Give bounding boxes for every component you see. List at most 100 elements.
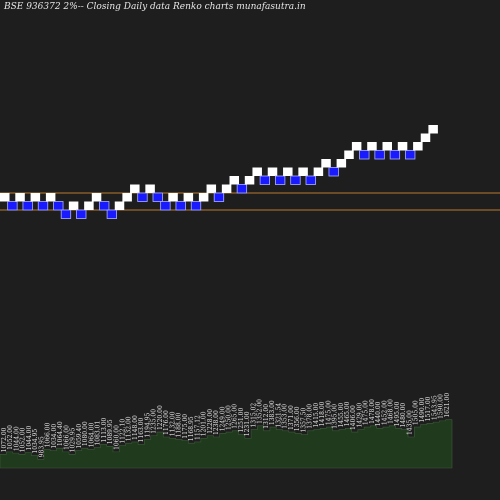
volume-price-label: 1157.12 <box>194 415 201 440</box>
volume-price-label: 1440.00 <box>375 401 382 426</box>
renko-brick-up <box>313 167 324 176</box>
renko-brick-down <box>405 150 416 160</box>
volume-price-label: 1052.00 <box>20 427 27 452</box>
renko-brick-down <box>259 175 271 185</box>
renko-brick-up <box>221 184 232 193</box>
volume-price-label: 1132.00 <box>126 416 133 441</box>
volume-price-label: 1059.40 <box>76 424 83 449</box>
renko-brick-down <box>53 201 64 211</box>
renko-brick-down <box>37 201 49 211</box>
renko-brick-up <box>183 193 194 202</box>
renko-brick-up <box>122 193 132 202</box>
renko-brick-down <box>328 167 339 177</box>
volume-price-label: 1231.00 <box>244 411 251 436</box>
renko-brick-up <box>267 167 278 176</box>
renko-brick-down <box>305 175 316 185</box>
volume-price-label: 1250.00 <box>226 405 233 430</box>
volume-price-label: 1080.00 <box>82 421 89 446</box>
renko-brick-up <box>336 159 347 168</box>
volume-price-label: 1468.00 <box>388 399 395 424</box>
volume-price-label: 1475.00 <box>325 400 332 425</box>
renko-brick-down <box>99 201 110 211</box>
renko-brick-up <box>252 167 262 176</box>
volume-price-label: 1543.95 <box>431 395 438 420</box>
renko-brick-up <box>130 184 140 193</box>
volume-price-label: 1435.00 <box>406 410 413 435</box>
renko-brick-down <box>274 175 286 185</box>
volume-price-label: 1415.00 <box>313 403 320 428</box>
volume-price-label: 1312.00 <box>263 404 270 429</box>
renko-brick-down <box>236 184 248 194</box>
renko-brick-up <box>344 150 354 159</box>
volume-price-label: 1475.00 <box>363 400 370 425</box>
volume-price-label: 1478.00 <box>369 399 376 424</box>
renko-brick-up <box>84 201 94 210</box>
volume-price-label: 1029.95 <box>70 427 77 452</box>
renko-brick-up <box>206 184 217 193</box>
renko-brick-down <box>389 150 401 160</box>
volume-price-label: 1321.54 <box>275 403 282 428</box>
renko-brick-down <box>7 201 18 211</box>
renko-brick-up <box>91 193 102 202</box>
renko-brick-up <box>420 133 431 142</box>
volume-price-label: 1480.00 <box>400 403 407 428</box>
volume-price-label: 1201.00 <box>201 411 208 436</box>
volume-price-label: 1072.00 <box>1 427 8 452</box>
volume-price-label: 1148.00 <box>132 415 139 440</box>
renko-brick-down <box>160 201 171 211</box>
renko-brick-down <box>175 201 186 211</box>
renko-brick-up <box>198 193 209 202</box>
volume-price-label: 1352.00 <box>257 399 264 424</box>
volume-price-label: 1517.00 <box>425 396 432 421</box>
renko-brick-up <box>367 142 377 151</box>
renko-brick-up <box>15 193 25 202</box>
renko-brick-down <box>22 201 33 211</box>
renko-brick-down <box>290 175 301 185</box>
renko-brick-up <box>229 176 239 185</box>
volume-price-label: 1452.00 <box>381 400 388 425</box>
volume-price-label: 1356.00 <box>294 406 301 431</box>
volume-price-label: 1176.00 <box>163 410 170 435</box>
volume-price-label: 1132.00 <box>169 411 176 436</box>
renko-brick-up <box>351 142 362 151</box>
volume-price-label: 1220.00 <box>157 405 164 430</box>
renko-brick-down <box>190 201 202 211</box>
renko-brick-up <box>45 193 56 202</box>
volume-price-label: 1406.00 <box>350 405 357 430</box>
volume-price-label: 1044.00 <box>26 426 33 451</box>
volume-price-label: 1044.00 <box>13 426 20 451</box>
renko-brick-down <box>152 192 163 202</box>
volume-price-label: 1465.00 <box>344 401 351 426</box>
renko-brick-up <box>244 176 255 185</box>
volume-price-label: 1194.95 <box>144 412 151 437</box>
volume-price-label: 1371.00 <box>288 405 295 430</box>
renko-brick-down <box>374 150 385 160</box>
volume-price-label: 1034.00 <box>51 424 58 449</box>
renko-brick-down <box>76 209 87 219</box>
volume-price-label: 1455.00 <box>338 403 345 428</box>
volume-area <box>0 419 453 469</box>
volume-price-label: 983.95 <box>38 436 45 457</box>
renko-brick-up <box>283 167 293 176</box>
volume-price-label: 1175.00 <box>182 414 189 439</box>
volume-price-label: 1122.10 <box>119 419 126 444</box>
volume-price-label: 1083.01 <box>95 421 102 446</box>
volume-labels: 1072.00 1052.00 1044.00 1052.00 1044.00 1034.… <box>1 393 451 458</box>
renko-brick-up <box>145 184 155 193</box>
volume-price-label: 1238.00 <box>213 410 220 435</box>
volume-price-label: 1315.02 <box>250 403 257 428</box>
renko-brick-up <box>168 193 178 202</box>
chart-title: BSE 936372 2%-- Closing Daily data Renko… <box>4 2 306 12</box>
volume-price-label: 1064.00 <box>88 422 95 447</box>
volume-price-label: 1066.00 <box>45 422 52 447</box>
volume-price-label: 1066.00 <box>63 425 70 450</box>
renko-brick-up <box>0 193 10 202</box>
volume-price-label: 1395.00 <box>332 404 339 429</box>
volume-price-label: 1490.00 <box>419 398 426 423</box>
volume-price-label: 1418.00 <box>319 401 326 426</box>
volume-price-label: 1168.95 <box>188 416 195 441</box>
volume-price-label: 1052.00 <box>7 425 14 450</box>
volume-price-label: 1590.00 <box>438 394 445 419</box>
volume-price-label: 1265.00 <box>232 404 239 429</box>
